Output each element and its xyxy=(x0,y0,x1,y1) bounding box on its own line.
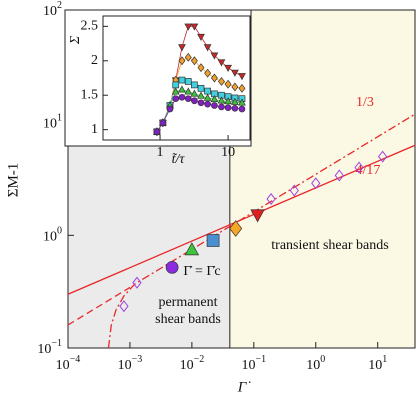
marker xyxy=(178,76,186,84)
marker xyxy=(311,177,321,190)
marker xyxy=(178,56,186,66)
marker xyxy=(184,23,193,31)
x-tick-label: 100 xyxy=(306,354,325,373)
slope-label: 1/3 xyxy=(356,95,374,110)
marker xyxy=(218,76,225,86)
y-axis-label: ΣM-1 xyxy=(5,163,21,198)
x-axis-label: t̃/τ xyxy=(172,152,186,167)
marker xyxy=(206,234,220,247)
x-tick-label: 10−3 xyxy=(118,354,143,373)
marker xyxy=(197,33,205,41)
y-tick-label: 2 xyxy=(91,53,98,68)
marker xyxy=(334,169,344,182)
marker xyxy=(204,68,212,78)
x-axis-label: Γ̇ xyxy=(237,379,252,395)
marker xyxy=(178,93,186,101)
region-label: transient shear bands xyxy=(271,238,388,253)
marker xyxy=(250,209,265,223)
marker xyxy=(217,59,226,67)
marker xyxy=(178,44,186,52)
marker xyxy=(224,64,232,72)
marker xyxy=(238,83,246,93)
x-tick-label: 10 xyxy=(221,145,235,160)
x-tick-label: 10−1 xyxy=(242,354,267,373)
marker xyxy=(266,193,276,206)
marker xyxy=(217,96,226,104)
inset-plot: t̃/τ 1 10 1 1.5 2 2.5Σ xyxy=(68,15,251,167)
region-label: permanent xyxy=(158,295,217,310)
marker xyxy=(184,87,193,95)
marker xyxy=(231,97,239,105)
marker xyxy=(197,63,205,73)
marker xyxy=(166,105,174,113)
series-line xyxy=(107,113,415,348)
shade-region xyxy=(229,10,415,348)
y-tick-label: 1 xyxy=(91,122,98,137)
marker xyxy=(224,104,232,111)
marker xyxy=(229,220,243,237)
marker xyxy=(119,300,129,313)
inset-frame xyxy=(64,9,252,147)
marker xyxy=(210,73,218,83)
marker xyxy=(197,99,205,107)
marker xyxy=(211,102,218,109)
y-axis-label: Σ xyxy=(68,35,83,45)
y-tick-label: 101 xyxy=(43,113,62,132)
marker xyxy=(190,89,199,97)
marker xyxy=(184,95,192,103)
marker xyxy=(191,97,198,105)
y-tick-label: 2.5 xyxy=(81,19,99,34)
slope-label: 4/17 xyxy=(356,163,381,178)
inset-series xyxy=(153,23,246,137)
marker xyxy=(218,103,225,111)
marker xyxy=(191,81,198,89)
marker xyxy=(159,119,167,127)
marker xyxy=(204,87,211,95)
y-tick-label: 102 xyxy=(43,0,62,19)
marker xyxy=(171,87,180,95)
marker xyxy=(203,44,212,52)
region-label: shear bands xyxy=(155,312,221,327)
marker xyxy=(224,97,232,105)
main-front: 1/3 4/17 transient shear bands permanent… xyxy=(5,95,388,395)
marker xyxy=(238,105,246,113)
marker xyxy=(190,23,199,31)
y-tick-label: 100 xyxy=(43,226,62,245)
x-tick-label: 101 xyxy=(368,354,387,373)
x-tick-label: 1 xyxy=(157,145,164,160)
marker xyxy=(238,73,246,81)
marker xyxy=(165,260,179,274)
marker xyxy=(184,52,192,62)
marker xyxy=(210,95,219,103)
inset-axes xyxy=(102,15,251,141)
marker xyxy=(190,56,198,66)
marker xyxy=(354,161,364,174)
marker xyxy=(224,79,232,89)
marker xyxy=(132,276,142,289)
marker xyxy=(172,81,180,89)
marker xyxy=(184,242,200,256)
marker xyxy=(231,69,239,77)
marker xyxy=(289,184,299,197)
marker xyxy=(178,85,186,93)
y-tick-label: 1.5 xyxy=(81,87,99,102)
marker xyxy=(231,104,239,112)
marker xyxy=(210,52,219,60)
marker xyxy=(204,100,211,108)
marker xyxy=(238,98,246,106)
marker xyxy=(231,82,239,92)
marker xyxy=(197,91,205,99)
x-tick-label: 10−2 xyxy=(180,354,205,373)
y-tick-label: 10−1 xyxy=(37,338,62,357)
series-line xyxy=(68,286,131,326)
marker xyxy=(172,95,180,103)
marker xyxy=(197,84,205,92)
marker xyxy=(184,78,192,85)
critical-label: Γ̇ = Γ̇c xyxy=(183,264,220,279)
marker xyxy=(377,150,388,163)
x-tick-label: 10−4 xyxy=(56,354,81,373)
marker xyxy=(203,93,212,101)
marker xyxy=(153,128,161,136)
